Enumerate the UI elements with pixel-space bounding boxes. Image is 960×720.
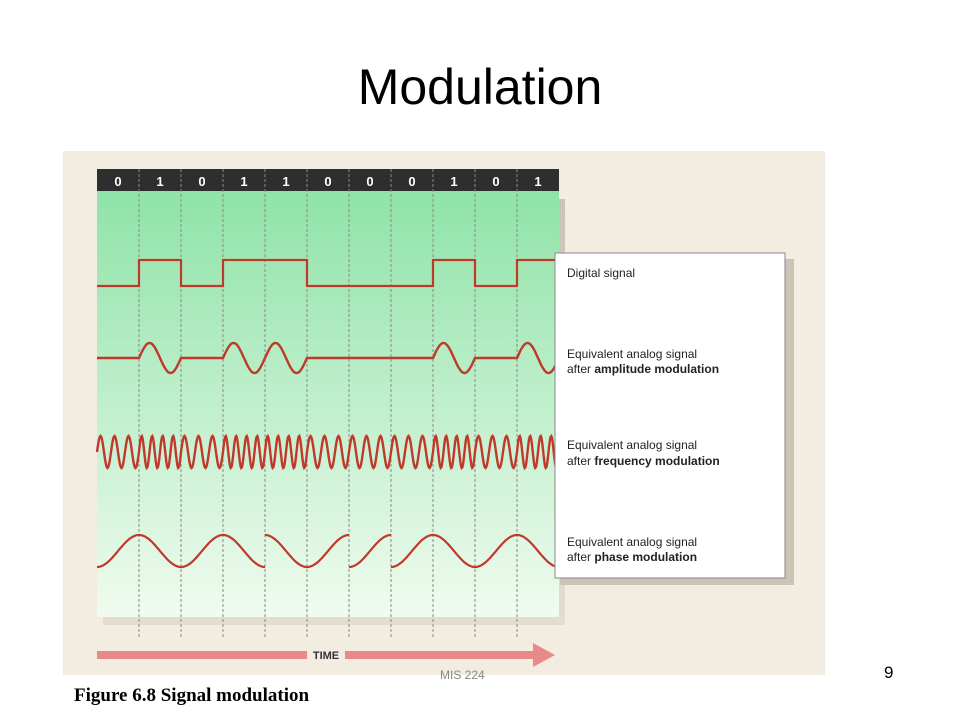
legend-am-line1: Equivalent analog signal — [567, 347, 697, 361]
digital-signal-group — [97, 258, 559, 288]
legend-pm-line2: after phase modulation — [567, 550, 697, 564]
slide-title: Modulation — [357, 59, 603, 115]
fm-signal — [95, 433, 561, 471]
bit-label: 1 — [450, 174, 457, 189]
fm-signal-group — [95, 433, 561, 471]
time-arrow — [97, 643, 555, 667]
legend-box — [554, 252, 786, 579]
bit-label: 0 — [114, 174, 121, 189]
am-signal — [97, 341, 561, 375]
am-signal-group — [97, 341, 561, 375]
digital-signal — [97, 258, 559, 288]
bit-label: 0 — [198, 174, 205, 189]
bit-label: 0 — [492, 174, 499, 189]
bit-label: 1 — [156, 174, 163, 189]
footer-course-code: MIS 224 — [440, 668, 485, 682]
slide-number: 9 — [884, 663, 894, 682]
legend-fm-line2: after frequency modulation — [567, 454, 720, 468]
bit-dividers — [138, 169, 518, 639]
bit-label: 1 — [282, 174, 289, 189]
bit-label: 1 — [534, 174, 541, 189]
bit-label: 0 — [408, 174, 415, 189]
legend-pm-line1: Equivalent analog signal — [567, 535, 697, 549]
bit-band — [97, 169, 559, 191]
bit-label: 0 — [324, 174, 331, 189]
legend-fm-line1: Equivalent analog signal — [567, 438, 697, 452]
bit-labels: 0 1 0 1 1 0 0 0 1 0 1 — [114, 174, 541, 189]
figure-caption: Figure 6.8 Signal modulation — [74, 685, 310, 706]
pm-signal-group — [97, 533, 559, 569]
bit-label: 0 — [366, 174, 373, 189]
legend-am-line2: after amplitude modulation — [567, 362, 719, 376]
legend-digital: Digital signal — [567, 266, 635, 280]
pm-signal — [97, 533, 559, 569]
signal-panel — [97, 191, 559, 617]
time-label: TIME — [313, 650, 339, 662]
bit-label: 1 — [240, 174, 247, 189]
modulation-figure: 0 1 0 1 1 0 0 0 1 0 1 Digital signal Equivalent an… — [63, 151, 825, 675]
